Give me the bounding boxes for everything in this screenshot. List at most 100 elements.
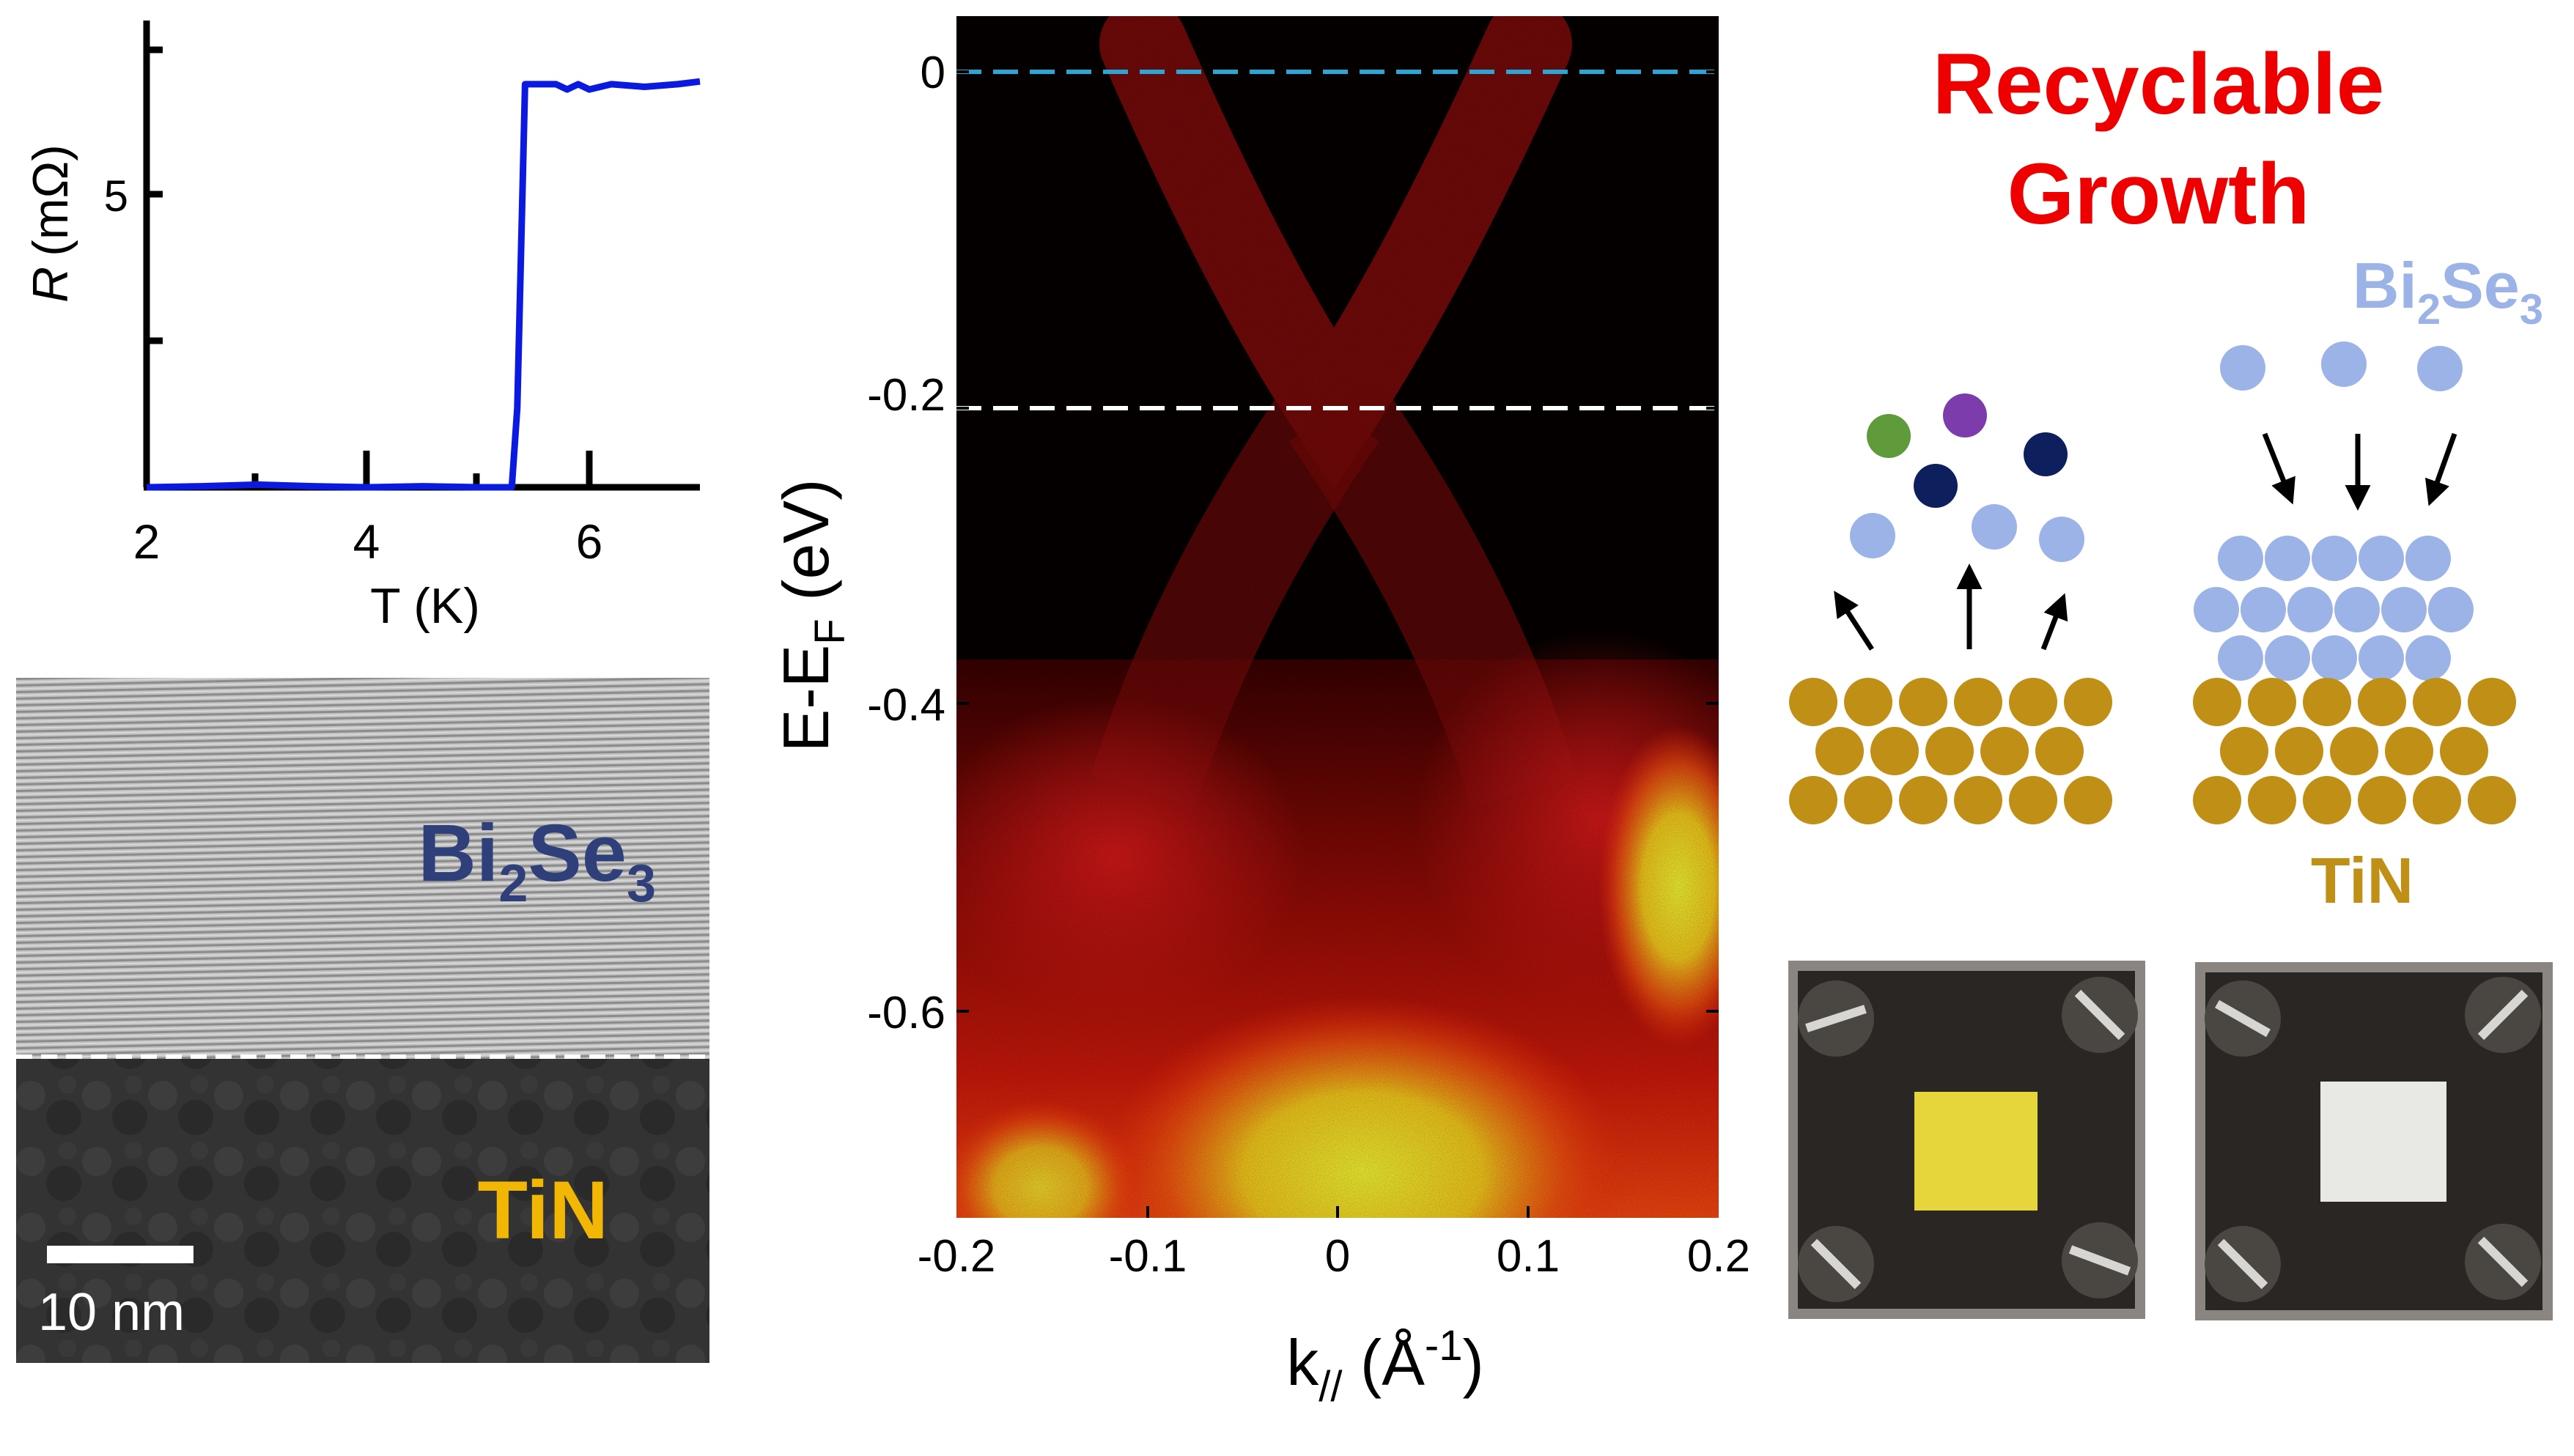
x-tick-minus-0-2: -0.2	[918, 1231, 996, 1282]
tin-atom	[2413, 678, 2461, 726]
x-tick-label-6: 6	[576, 514, 603, 569]
resistance-series-line	[146, 78, 701, 491]
tin-atom	[2385, 727, 2433, 775]
x-tick-0-2: 0.2	[1687, 1231, 1750, 1282]
atom-blue	[2417, 346, 2463, 391]
atom-blue	[2039, 517, 2084, 562]
bi2se3-atom	[2405, 635, 2451, 681]
arrow-up-right	[2040, 593, 2068, 651]
screw-icon	[1798, 980, 1874, 1057]
y-axis-label: R (mΩ)	[23, 144, 78, 303]
bi2se3-atom	[2241, 587, 2286, 632]
tin-atom	[2035, 727, 2084, 775]
screw-icon	[2062, 1222, 2138, 1298]
bi2se3-s-sub2: 3	[2520, 286, 2543, 333]
screw-icon	[2465, 1224, 2541, 1300]
tin-label: TiN	[478, 1164, 608, 1256]
bi2se3-layer	[16, 678, 709, 1059]
y-label-unit: (eV)	[770, 479, 842, 619]
atom-blue	[1972, 504, 2017, 550]
growth-title-line1: Recyclable	[1933, 36, 2385, 133]
x-label-sup: -1	[1425, 1322, 1463, 1370]
bi2se3-atom	[2194, 587, 2239, 632]
bi2se3-s-sub1: 2	[2417, 286, 2441, 333]
x-label-unit: (Å	[1342, 1326, 1425, 1399]
bi2se3-atom	[2218, 635, 2263, 681]
x-tick-0-1: 0.1	[1497, 1231, 1560, 1282]
tin-atom	[1980, 727, 2029, 775]
tin-atom	[1844, 678, 1892, 726]
atom-navy	[1914, 464, 1958, 508]
x-tick-minus-0-1: -0.1	[1109, 1231, 1187, 1282]
atom-blue	[2321, 341, 2367, 387]
bi2se3-atom	[2312, 635, 2357, 681]
bi2se3-atom	[2265, 635, 2310, 681]
x-label-k: k	[1286, 1326, 1319, 1399]
atom-blue	[1850, 513, 1895, 558]
left-schematic	[1789, 393, 2112, 824]
tin-schematic-label: TiN	[2311, 844, 2413, 917]
resistance-chart: 5 2 4 6 T (K) R (mΩ)	[23, 21, 701, 634]
tin-atom	[2468, 678, 2516, 726]
x-tick-label-2: 2	[133, 514, 161, 569]
atom-green	[1867, 414, 1911, 458]
screw-icon	[2062, 977, 2138, 1053]
y-tick-0: 0	[921, 48, 945, 98]
bi2se3-label-sub1: 2	[498, 854, 528, 913]
growth-schematic: Recyclable Growth Bi2Se3 TiN	[1788, 36, 2553, 1320]
tin-atom	[2064, 776, 2112, 824]
tin-atom	[1954, 678, 2002, 726]
x-label-sub: //	[1319, 1363, 1343, 1411]
tin-atom	[2009, 776, 2057, 824]
bi2se3-atom	[2405, 536, 2451, 581]
bi2se3-schematic-label: Bi2Se3	[2353, 249, 2543, 333]
bi2se3-label: Bi2Se3	[418, 808, 656, 913]
bi2se3-atom	[2428, 587, 2474, 632]
tin-atom	[2220, 727, 2268, 775]
photo-substrate-white	[2195, 962, 2553, 1320]
atom-blue	[2220, 345, 2265, 391]
tin-atom	[1870, 727, 1919, 775]
tin-atom	[2303, 776, 2351, 824]
y-tick-minus-0-6: -0.6	[867, 988, 945, 1038]
tin-atom	[2248, 678, 2296, 726]
tin-atom	[1899, 678, 1947, 726]
bi2se3-label-se: Se	[528, 808, 627, 898]
tin-atom	[2248, 776, 2296, 824]
right-schematic	[2193, 341, 2516, 824]
y-label-sub: F	[806, 618, 854, 644]
tin-atom	[2275, 727, 2323, 775]
tin-atom	[2440, 727, 2488, 775]
bi2se3-atom	[2312, 536, 2357, 581]
bi2se3-atom	[2287, 587, 2333, 632]
tin-atom	[1844, 776, 1892, 824]
tin-layer	[16, 1059, 709, 1363]
screw-icon	[2205, 1226, 2281, 1302]
arrow-down-left	[2424, 432, 2457, 506]
bi2se3-atom	[2381, 587, 2427, 632]
scale-bar	[47, 1246, 193, 1263]
tin-atom	[2413, 776, 2461, 824]
tin-atom	[2193, 776, 2241, 824]
bi2se3-s-bi: Bi	[2353, 249, 2417, 322]
y-label-e: E-E	[770, 645, 842, 753]
tin-atom	[1899, 776, 1947, 824]
bi2se3-film-right	[2194, 536, 2474, 681]
tin-substrate-right	[2193, 678, 2516, 824]
bi2se3-atom	[2359, 635, 2404, 681]
arpes-plot: 0 -0.2 -0.4 -0.6 -0.2 -0.1 0 0.1 0.2 k//…	[770, 16, 1750, 1411]
bi2se3-atom	[2218, 536, 2263, 581]
bi2se3-s-se: Se	[2441, 249, 2520, 322]
resistance-axes	[143, 21, 700, 491]
tin-atom	[1815, 727, 1864, 775]
x-axis-label: T (K)	[370, 578, 480, 634]
scale-bar-label: 10 nm	[38, 1283, 185, 1342]
white-sample	[2320, 1082, 2446, 1202]
x-tick-0: 0	[1325, 1231, 1350, 1282]
tin-atom	[2064, 678, 2112, 726]
x-tick-label-4: 4	[353, 514, 380, 569]
arpes-x-label: k// (Å-1)	[1286, 1322, 1484, 1411]
tin-atom	[2009, 678, 2057, 726]
arrow-up-left	[1834, 591, 1874, 651]
y-tick-label-5: 5	[104, 171, 128, 221]
